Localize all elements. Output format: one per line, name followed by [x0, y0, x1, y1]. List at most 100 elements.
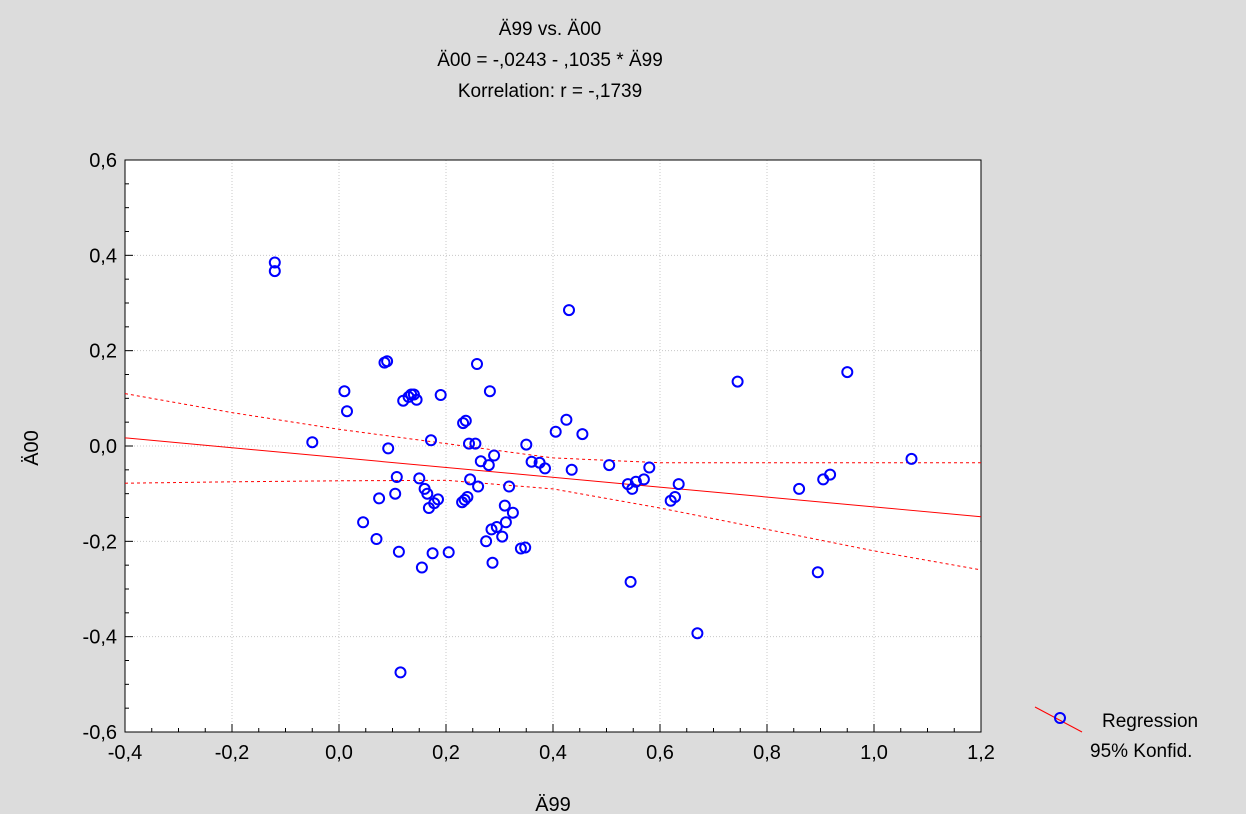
y-tick-label: 0,6 [89, 150, 117, 172]
y-tick-label: 0,4 [89, 245, 117, 267]
data-point [731, 375, 744, 388]
data-point [390, 471, 403, 483]
x-tick-label: 0,8 [753, 742, 781, 764]
y-tick-label: -0,4 [83, 627, 117, 649]
data-point [539, 462, 551, 475]
x-tick-label: -0,2 [215, 742, 249, 764]
x-tick-label: 0,6 [646, 742, 674, 764]
data-point [370, 533, 383, 545]
data-point [496, 530, 509, 543]
legend-point-swatch [1054, 712, 1066, 724]
data-point [426, 547, 439, 560]
data-point [691, 627, 704, 640]
data-point [268, 265, 281, 278]
data-point [480, 535, 493, 548]
data-point [525, 455, 538, 468]
data-point [415, 561, 428, 574]
data-point [672, 478, 685, 491]
data-point [486, 556, 499, 569]
confidence-band-lower [124, 479, 982, 571]
x-tick-label: 0,4 [539, 742, 567, 764]
data-point [472, 480, 485, 493]
legend-label-confidence: 95% Konfid. [1090, 741, 1192, 762]
data-point [338, 385, 351, 398]
data-point [520, 438, 533, 451]
data-point [841, 366, 854, 379]
x-tick-label: 1,2 [967, 742, 995, 764]
data-point [488, 449, 501, 462]
data-point [643, 461, 656, 474]
legend: Regression 95% Konfid. [1034, 706, 1198, 762]
axis-layer: -0,4 -0,2 0,0 0,2 0,4 0,6 0,8 1,0 1,2 0,6 0,4 0,2 0,… [83, 150, 995, 764]
chart-title-block: Ä99 vs. Ä00 Ä00 = -,0243 - ,1035 * Ä99 K… [0, 14, 1100, 107]
x-tick-label: 0,0 [325, 742, 353, 764]
data-point [483, 385, 496, 398]
data-point [306, 436, 319, 449]
data-point [381, 355, 394, 368]
data-point [382, 442, 395, 455]
data-point [565, 463, 578, 476]
x-tick-label: 1,0 [860, 742, 888, 764]
data-point [560, 413, 573, 426]
data-point [629, 475, 642, 488]
data-point [461, 491, 474, 503]
data-point [442, 546, 455, 559]
legend-label-regression: Regression [1102, 711, 1198, 732]
x-tick-label: -0,4 [108, 742, 142, 764]
data-point [341, 405, 353, 418]
chart-subtitle-equation: Ä00 = -,0243 - ,1035 * Ä99 [437, 50, 663, 71]
data-point [576, 428, 589, 441]
data-point [459, 414, 472, 427]
data-point [421, 487, 434, 500]
data-point [463, 437, 475, 450]
y-tick-label: -0,2 [83, 531, 117, 553]
data-point [811, 566, 824, 579]
line-layer [124, 393, 982, 571]
data-point [637, 473, 650, 486]
data-point [549, 425, 562, 438]
data-point [793, 482, 806, 495]
grid-layer [125, 160, 981, 732]
data-point [425, 434, 437, 447]
data-point [519, 541, 532, 554]
data-point [503, 480, 516, 493]
y-tick-label: -0,6 [83, 722, 117, 744]
data-point [389, 487, 402, 500]
confidence-band-upper [124, 393, 981, 464]
regression-line [124, 437, 982, 518]
data-point [373, 492, 386, 505]
data-point [506, 506, 519, 519]
data-point [469, 437, 482, 450]
y-tick-label: 0,0 [89, 436, 117, 458]
x-tick-label: 0,2 [432, 742, 460, 764]
data-point [392, 545, 405, 558]
y-axis-label: Ä00 [21, 430, 43, 466]
data-point [410, 393, 423, 406]
data-point [428, 497, 441, 510]
data-point [357, 516, 370, 529]
data-point [482, 459, 495, 472]
chart-title: Ä99 vs. Ä00 [498, 19, 602, 40]
data-point [394, 666, 407, 679]
y-tick-label: 0,2 [89, 341, 117, 363]
data-point [471, 358, 483, 370]
x-axis-label: Ä99 [535, 794, 571, 814]
data-point [498, 499, 511, 512]
data-point [499, 516, 512, 529]
data-point [457, 417, 470, 430]
data-point [434, 389, 447, 401]
data-point [458, 493, 471, 506]
data-point [905, 452, 918, 465]
data-point [490, 521, 503, 533]
data-point [413, 472, 426, 485]
legend-regression-swatch [1034, 706, 1083, 733]
data-point [624, 575, 637, 588]
data-point [432, 493, 444, 506]
data-point [268, 256, 281, 269]
chart-correlation: Korrelation: r = -,1739 [457, 81, 643, 102]
data-point [563, 304, 575, 317]
data-point [669, 491, 681, 503]
data-point [824, 468, 837, 481]
